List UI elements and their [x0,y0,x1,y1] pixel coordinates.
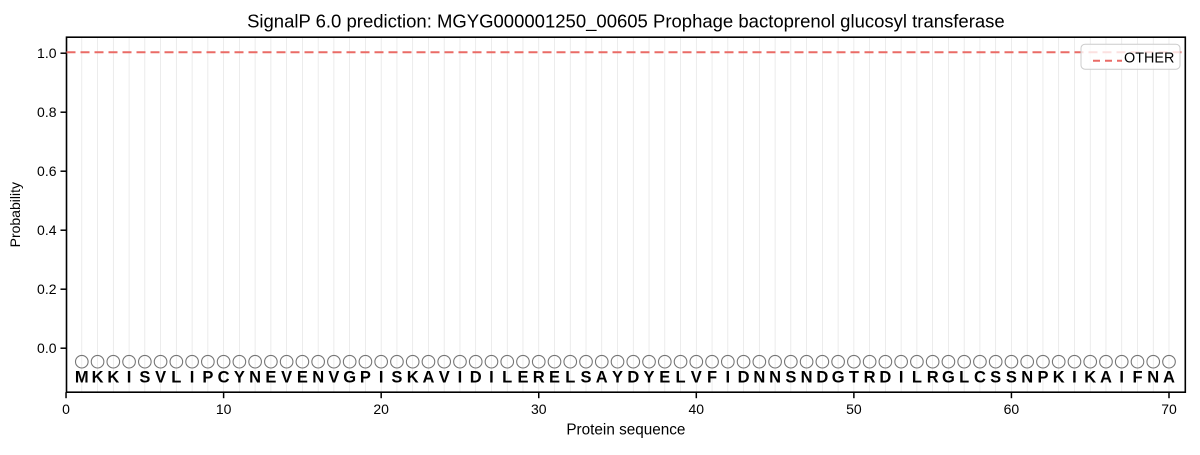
svg-text:Y: Y [612,369,623,387]
svg-text:N: N [249,369,261,387]
svg-text:I: I [127,369,132,387]
svg-text:S: S [785,369,796,387]
svg-text:L: L [565,369,575,387]
svg-text:I: I [1119,369,1124,387]
svg-text:L: L [912,369,922,387]
svg-text:A: A [1100,369,1112,387]
svg-text:N: N [801,369,813,387]
svg-text:30: 30 [531,401,547,417]
svg-text:D: D [470,369,482,387]
svg-text:1.0: 1.0 [37,45,57,61]
svg-text:I: I [1072,369,1077,387]
svg-text:C: C [218,369,230,387]
svg-text:K: K [92,369,104,387]
svg-text:SignalP 6.0 prediction: MGYG00: SignalP 6.0 prediction: MGYG000001250_00… [247,11,1005,33]
svg-text:L: L [502,369,512,387]
svg-text:C: C [974,369,986,387]
svg-text:M: M [75,369,89,387]
svg-text:I: I [899,369,904,387]
svg-text:I: I [726,369,731,387]
svg-text:0.2: 0.2 [37,281,57,297]
svg-text:I: I [379,369,384,387]
svg-text:Y: Y [234,369,245,387]
svg-text:OTHER: OTHER [1124,51,1174,67]
svg-text:E: E [549,369,560,387]
svg-text:50: 50 [846,401,862,417]
svg-text:10: 10 [216,401,232,417]
svg-text:L: L [959,369,969,387]
svg-text:20: 20 [373,401,389,417]
svg-text:S: S [1006,369,1017,387]
svg-text:0.8: 0.8 [37,104,57,120]
svg-text:0.0: 0.0 [37,340,57,356]
svg-text:K: K [1053,369,1065,387]
svg-text:60: 60 [1004,401,1020,417]
svg-text:G: G [832,369,845,387]
svg-text:P: P [202,369,213,387]
svg-text:G: G [343,369,356,387]
svg-text:Y: Y [644,369,655,387]
svg-text:T: T [849,369,859,387]
svg-text:A: A [422,369,434,387]
svg-text:I: I [458,369,463,387]
svg-text:E: E [517,369,528,387]
svg-text:Probability: Probability [7,182,23,247]
svg-text:S: S [581,369,592,387]
svg-text:F: F [1132,369,1142,387]
svg-text:P: P [360,369,371,387]
svg-text:I: I [190,369,195,387]
svg-text:0.6: 0.6 [37,163,57,179]
svg-text:K: K [407,369,419,387]
svg-text:E: E [265,369,276,387]
svg-text:0.4: 0.4 [37,222,57,238]
svg-text:V: V [328,369,339,387]
svg-text:R: R [864,369,876,387]
svg-text:N: N [1021,369,1033,387]
svg-text:40: 40 [689,401,705,417]
svg-text:I: I [489,369,494,387]
svg-text:F: F [707,369,717,387]
svg-text:Protein sequence: Protein sequence [566,422,685,439]
svg-text:L: L [171,369,181,387]
svg-text:70: 70 [1161,401,1177,417]
svg-text:D: D [816,369,828,387]
svg-text:A: A [1163,369,1175,387]
svg-text:L: L [676,369,686,387]
svg-text:N: N [312,369,324,387]
svg-text:R: R [533,369,545,387]
svg-text:S: S [990,369,1001,387]
svg-text:N: N [753,369,765,387]
svg-text:D: D [738,369,750,387]
svg-text:A: A [596,369,608,387]
svg-text:N: N [1147,369,1159,387]
svg-text:V: V [691,369,702,387]
svg-text:P: P [1037,369,1048,387]
svg-text:N: N [769,369,781,387]
svg-text:V: V [439,369,450,387]
svg-text:K: K [1084,369,1096,387]
svg-text:V: V [155,369,166,387]
svg-text:K: K [107,369,119,387]
svg-text:0: 0 [62,401,70,417]
svg-text:E: E [297,369,308,387]
svg-text:G: G [942,369,955,387]
svg-text:S: S [139,369,150,387]
svg-text:R: R [927,369,939,387]
svg-text:S: S [391,369,402,387]
svg-text:D: D [879,369,891,387]
svg-text:V: V [281,369,292,387]
svg-text:E: E [659,369,670,387]
svg-text:D: D [627,369,639,387]
